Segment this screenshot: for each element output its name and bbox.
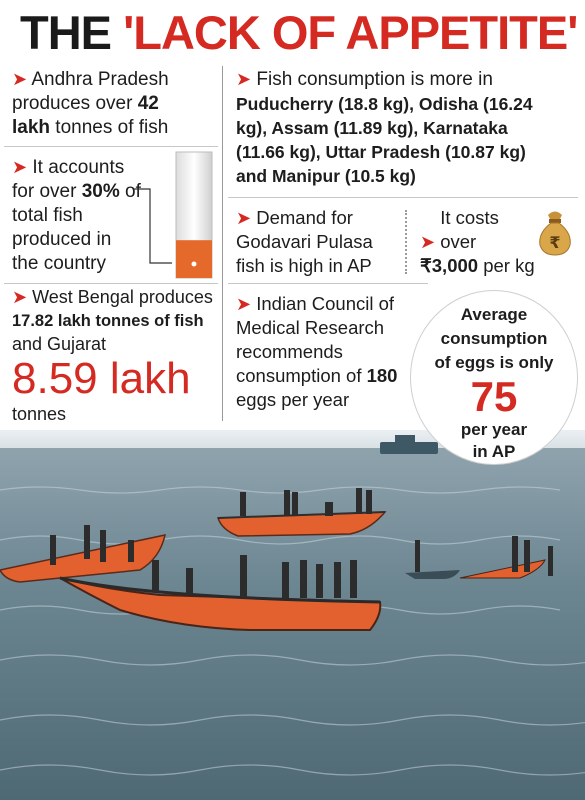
pulasa-text: Demand for Godavari Pulasa fish is high … bbox=[236, 207, 373, 276]
title-part-1: THE bbox=[20, 6, 124, 59]
column-divider bbox=[222, 66, 223, 421]
share-post: of total fish produced in the country bbox=[12, 181, 141, 274]
red-arrow-icon: ➤ bbox=[12, 69, 28, 89]
fact-pulasa: ➤ Demand for Godavari Pulasa fish is hig… bbox=[236, 206, 401, 278]
fact-ap-production: ➤ Andhra Pradesh produces over 42 lakh t… bbox=[12, 67, 217, 140]
divider-left-1 bbox=[4, 146, 218, 147]
red-arrow-icon: ➤ bbox=[236, 208, 252, 228]
ap-production-unit: lakh bbox=[12, 117, 51, 138]
ap-production-value: 42 bbox=[137, 93, 159, 114]
cost-value: ₹3,000 bbox=[420, 255, 479, 276]
ap-production-text: Andhra Pradesh produces over bbox=[12, 69, 169, 114]
ap-production-post: tonnes of fish bbox=[50, 117, 169, 138]
red-arrow-icon: ➤ bbox=[420, 232, 436, 252]
eggs-line-4: per year bbox=[460, 420, 528, 439]
icmr-value: 180 bbox=[366, 365, 398, 386]
middle-boat bbox=[216, 488, 387, 537]
icmr-text: Indian Council of Medical Research recom… bbox=[236, 293, 395, 386]
red-arrow-icon: ➤ bbox=[236, 294, 252, 314]
eggs-value: 75 bbox=[470, 373, 518, 420]
gujarat-big-value: 8.59 lakh bbox=[12, 354, 191, 403]
fishing-boats-scene bbox=[0, 430, 585, 800]
share-bar-fill bbox=[176, 240, 212, 278]
eggs-line-1: Average bbox=[460, 305, 528, 324]
share-text: It accounts for over bbox=[12, 157, 125, 202]
icmr-post: eggs per year bbox=[236, 389, 350, 410]
rupee-symbol: ₹ bbox=[549, 233, 560, 252]
fact-cost: ➤ It costs over ₹3,000 per kg bbox=[420, 206, 570, 278]
eggs-line-5: in AP bbox=[472, 442, 516, 461]
share-bar bbox=[175, 151, 213, 279]
money-bag-icon: ₹ bbox=[539, 211, 571, 256]
wb-line-3: and Gujarat bbox=[12, 334, 107, 354]
fact-icmr: ➤ Indian Council of Medical Research rec… bbox=[236, 292, 411, 412]
right-boats bbox=[405, 536, 553, 579]
fact-consumption: ➤ Fish consumption is more in Puducherry… bbox=[236, 67, 576, 188]
distant-ship bbox=[380, 435, 438, 454]
dotted-divider bbox=[405, 210, 407, 274]
cost-text: It costs over bbox=[440, 207, 499, 252]
divider-left-2 bbox=[4, 283, 218, 284]
divider-right-1 bbox=[228, 197, 578, 198]
bracket-connector bbox=[134, 188, 172, 264]
consumption-list: Puducherry (18.8 kg), Odisha (16.24 kg),… bbox=[236, 94, 533, 186]
fact-wb-gujarat: ➤ West Bengal produces 17.82 lakh tonnes… bbox=[12, 286, 222, 426]
main-boat bbox=[59, 555, 382, 631]
red-arrow-icon: ➤ bbox=[12, 157, 28, 177]
eggs-line-2: consumption bbox=[440, 329, 548, 348]
page-title: THE 'LACK OF APPETITE' bbox=[0, 0, 585, 66]
wb-line-1: West Bengal produces bbox=[32, 287, 213, 307]
gujarat-tail: tonnes bbox=[12, 404, 67, 424]
title-part-2: 'LACK OF APPETITE' bbox=[123, 6, 578, 59]
divider-right-2 bbox=[228, 283, 428, 284]
cost-post: per kg bbox=[478, 255, 535, 276]
red-arrow-icon: ➤ bbox=[12, 287, 28, 307]
red-arrow-icon: ➤ bbox=[236, 69, 252, 89]
eggs-line-3: of eggs is only bbox=[434, 353, 554, 372]
share-value: 30% bbox=[81, 181, 120, 202]
left-boat bbox=[0, 525, 166, 583]
fact-share: ➤ It accounts for over 30% of total fish… bbox=[12, 155, 142, 276]
consumption-lead: Fish consumption is more in bbox=[256, 69, 493, 90]
wb-line-2: 17.82 lakh tonnes of fish bbox=[12, 312, 204, 330]
eggs-callout: Average consumption of eggs is only 75 p… bbox=[410, 290, 578, 465]
